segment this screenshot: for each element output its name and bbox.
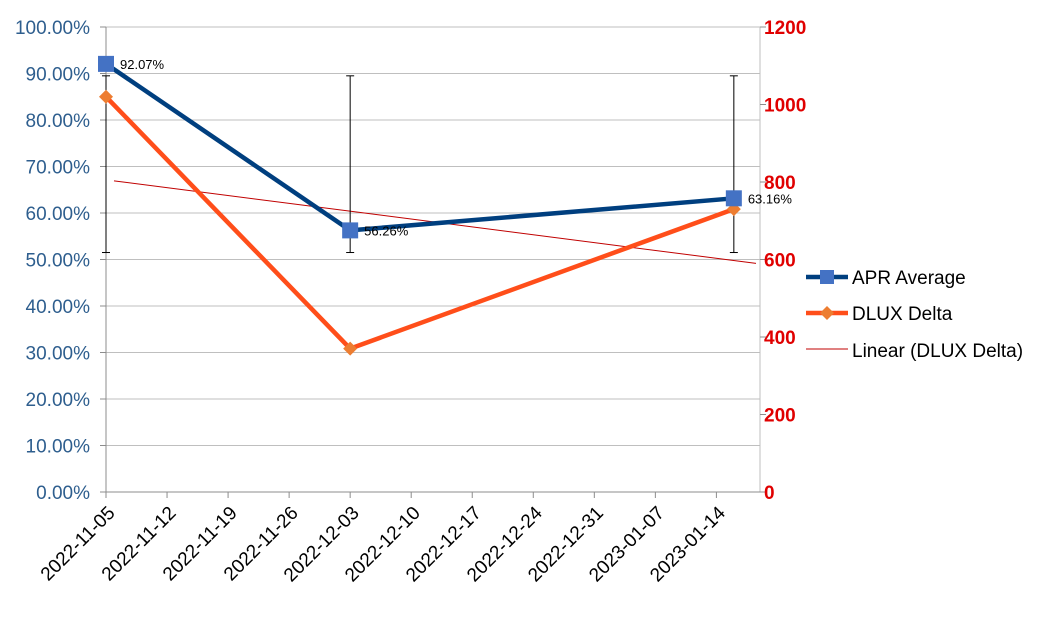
legend-dlux-label: DLUX Delta — [852, 304, 953, 325]
left-tick-label: 80.00% — [26, 111, 91, 132]
right-tick-label: 800 — [764, 173, 796, 194]
legend-apr-label: APR Average — [852, 268, 966, 289]
left-tick-label: 50.00% — [26, 251, 91, 272]
left-tick-label: 40.00% — [26, 297, 91, 318]
apr-average-point — [342, 222, 359, 239]
dlux-delta-point — [343, 341, 358, 356]
left-tick-label: 30.00% — [26, 344, 91, 365]
left-tick-label: 0.00% — [36, 483, 90, 504]
data-labels: 92.07% 56.26% 63.16% — [120, 57, 792, 239]
legend-dlux-marker — [820, 306, 834, 320]
left-tick-label: 90.00% — [26, 65, 91, 86]
right-axis-ticks: 0 200 400 600 800 1000 1200 — [760, 18, 806, 504]
right-tick-label: 0 — [764, 483, 775, 504]
right-tick-label: 200 — [764, 406, 796, 427]
legend: APR Average DLUX Delta Linear (DLUX Delta) — [806, 268, 1023, 362]
right-tick-label: 1200 — [764, 18, 806, 39]
left-tick-label: 70.00% — [26, 158, 91, 179]
apr-average-point — [725, 190, 742, 207]
apr-average-line — [104, 62, 735, 233]
right-tick-label: 1000 — [764, 96, 806, 117]
left-tick-label: 10.00% — [26, 437, 91, 458]
left-axis-ticks: 0.00% 10.00% 20.00% 30.00% 40.00% 50.00% 60.00… — [15, 18, 106, 504]
apr-average-point — [98, 55, 114, 72]
legend-apr-marker — [820, 270, 834, 284]
left-tick-label: 20.00% — [26, 390, 91, 411]
right-tick-label: 400 — [764, 328, 796, 349]
dlux-delta-point — [99, 89, 113, 104]
x-axis-ticks: 2022-11-052022-11-122022-11-192022-11-26… — [37, 492, 730, 586]
axes — [100, 27, 760, 498]
grid — [106, 26, 761, 493]
left-tick-label: 100.00% — [15, 18, 90, 39]
legend-trend-label: Linear (DLUX Delta) — [852, 341, 1023, 362]
series-markers — [98, 55, 742, 356]
left-tick-label: 60.00% — [26, 204, 91, 225]
apr-data-label: 63.16% — [748, 191, 793, 206]
apr-data-label: 56.26% — [364, 223, 409, 238]
right-tick-label: 600 — [764, 251, 796, 272]
apr-data-label: 92.07% — [120, 57, 165, 72]
